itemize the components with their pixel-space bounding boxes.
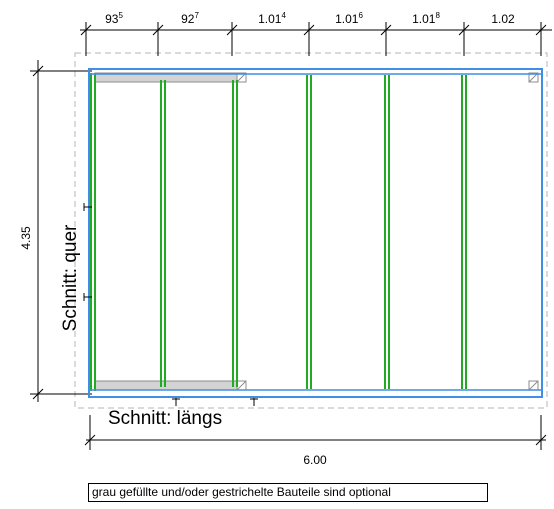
- section-label-long: Schnitt: längs: [108, 408, 222, 429]
- dim-top-2: 927: [181, 11, 199, 26]
- dim-bottom: 6.00: [303, 453, 327, 467]
- section-label-cross: Schnitt: quer: [60, 224, 81, 331]
- top-dimension-line: [80, 22, 552, 56]
- frame-outer: [88, 68, 543, 398]
- dim-top-3: 1.014: [258, 11, 286, 26]
- left-dimension-line: [30, 60, 92, 402]
- dim-left: 4.35: [19, 226, 33, 250]
- optional-parts-note: grau gefüllte und/oder gestrichelte Baut…: [88, 483, 488, 502]
- dim-top-4: 1.016: [335, 11, 363, 26]
- section-markers-cross: [83, 203, 92, 301]
- optional-beam-bottom: [94, 380, 247, 391]
- bottom-dimension-line: [84, 415, 547, 450]
- dim-top-1: 935: [105, 11, 123, 26]
- optional-corner-right: [528, 72, 539, 391]
- section-markers-long: [172, 398, 258, 406]
- posts: [90, 73, 467, 391]
- dim-top-6: 1.02: [491, 12, 515, 26]
- dim-top-5: 1.018: [412, 11, 440, 26]
- optional-dashed-outline: [74, 52, 548, 409]
